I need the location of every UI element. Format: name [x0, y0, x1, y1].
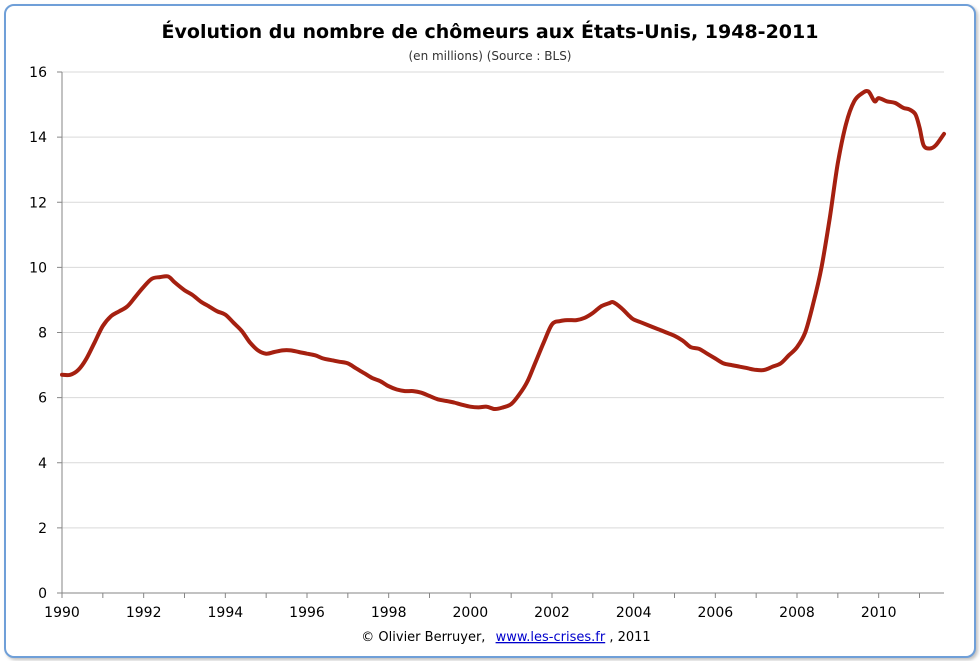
series-line-0	[60, 88, 946, 412]
y-tick-label-14: 14	[29, 130, 47, 146]
y-tick-label-2: 2	[38, 521, 47, 537]
chart-title: Évolution du nombre de chômeurs aux État…	[162, 20, 819, 43]
y-tick-label-8: 8	[38, 326, 47, 342]
grid-lines	[62, 71, 944, 529]
y-tick-label-10: 10	[29, 260, 47, 276]
y-tick-labels: 0 2 4 6 8 10 12 14 16	[29, 65, 62, 602]
y-tick-label-6: 6	[38, 391, 47, 407]
y-tick-label-16: 16	[29, 65, 47, 81]
x-tick-label-2006: 2006	[698, 605, 734, 621]
credit-text: © Olivier Berruyer, www.les-crises.fr , …	[361, 630, 650, 645]
x-tick-label-1994: 1994	[208, 605, 244, 621]
x-tick-label-2004: 2004	[616, 605, 652, 621]
series-layer	[60, 88, 946, 412]
credit-link[interactable]: www.les-crises.fr	[496, 630, 606, 645]
x-tick-label-2008: 2008	[779, 605, 815, 621]
y-tick-label-12: 12	[29, 195, 47, 211]
x-tick-label-1990: 1990	[44, 605, 80, 621]
credit-prefix: © Olivier Berruyer,	[361, 630, 485, 645]
chart-subtitle: (en millions) (Source : BLS)	[409, 49, 572, 63]
x-tick-label-2000: 2000	[453, 605, 489, 621]
x-tick-label-2002: 2002	[534, 605, 570, 621]
credit-suffix: , 2011	[609, 630, 650, 645]
x-tick-label-1998: 1998	[371, 605, 407, 621]
x-tick-label-1996: 1996	[289, 605, 325, 621]
y-tick-label-0: 0	[38, 586, 47, 602]
chart-frame	[4, 4, 976, 658]
y-tick-label-4: 4	[38, 456, 47, 472]
x-tick-labels: 1990 1992 1994 1996 1998 2000 2002 2004 2006 2008…	[44, 593, 920, 621]
x-tick-label-1992: 1992	[126, 605, 162, 621]
x-tick-label-2010: 2010	[861, 605, 897, 621]
